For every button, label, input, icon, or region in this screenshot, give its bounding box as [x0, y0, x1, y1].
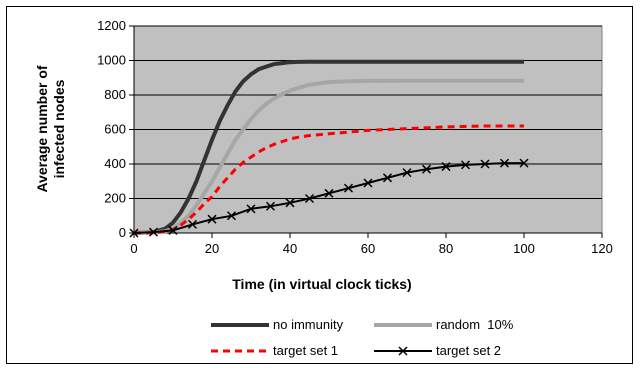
- x-axis-label: Time (in virtual clock ticks): [232, 276, 411, 292]
- y-tick-label: 1000: [97, 53, 126, 68]
- x-tick-label: 120: [591, 241, 613, 256]
- data-point-target-set-2: [246, 204, 256, 214]
- legend-label: no immunity: [273, 317, 344, 332]
- y-tick-label: 200: [104, 191, 126, 206]
- legend-item-no-immunity: no immunity: [211, 317, 344, 332]
- legend: no immunity random 10% target set 1 target …: [211, 317, 514, 358]
- y-tick-label: 0: [119, 225, 126, 240]
- legend-item-target-set-2: target set 2: [374, 343, 501, 358]
- legend-label: target set 1: [273, 343, 338, 358]
- legend-label: random 10%: [436, 317, 514, 332]
- legend-label: target set 2: [436, 343, 501, 358]
- chart-frame: 0 200 400 600 800 1000 1200 0 20 40 60 80 100 120 Tim…: [6, 6, 633, 364]
- data-point-target-set-2: [519, 158, 529, 168]
- x-tick-label: 20: [205, 241, 219, 256]
- line-chart: 0 200 400 600 800 1000 1200 0 20 40 60 80 100 120 Tim…: [34, 18, 613, 358]
- data-point-target-set-2: [363, 178, 373, 188]
- data-point-target-set-2: [421, 164, 432, 174]
- x-tick-label: 60: [361, 241, 375, 256]
- legend-marker: [398, 346, 408, 356]
- data-point-target-set-2: [480, 159, 490, 169]
- data-point-target-set-2: [168, 225, 178, 235]
- x-tick-label: 100: [513, 241, 535, 256]
- y-tick-label: 400: [104, 156, 126, 171]
- y-tick-label: 1200: [97, 18, 126, 33]
- data-point-target-set-2: [441, 162, 451, 172]
- series-layer: [129, 59, 529, 238]
- data-point-target-set-2: [265, 201, 276, 211]
- data-point-target-set-2: [499, 158, 510, 168]
- legend-item-random-10: random 10%: [374, 317, 514, 332]
- x-tick-label: 80: [439, 241, 453, 256]
- data-point-target-set-2: [129, 228, 139, 238]
- y-axis-label-line-1: Average number of: [34, 65, 50, 192]
- data-point-target-set-2: [148, 227, 159, 237]
- data-point-target-set-2: [343, 183, 354, 193]
- y-tick-label: 600: [104, 122, 126, 137]
- y-axis-label-line-2: infected nodes: [51, 79, 67, 178]
- data-point-target-set-2: [402, 168, 412, 178]
- data-point-target-set-2: [460, 160, 471, 170]
- series-line-no-immunity: [133, 59, 524, 235]
- data-point-target-set-2: [207, 214, 217, 224]
- data-point-target-set-2: [285, 198, 295, 208]
- data-point-target-set-2: [304, 193, 315, 204]
- data-point-target-set-2: [382, 173, 393, 183]
- legend-item-target-set-1: target set 1: [211, 343, 338, 358]
- x-tick-label: 0: [130, 241, 137, 256]
- series-line-target-set-1: [133, 124, 524, 235]
- data-point-target-set-2: [226, 211, 237, 221]
- tick-labels: 0 200 400 600 800 1000 1200 0 20 40 60 80 100 120: [97, 18, 613, 256]
- x-tick-label: 40: [283, 241, 297, 256]
- data-point-target-set-2: [187, 219, 198, 229]
- y-tick-label: 800: [104, 87, 126, 102]
- series-line-random-10: [133, 78, 524, 235]
- data-point-target-set-2: [324, 188, 334, 198]
